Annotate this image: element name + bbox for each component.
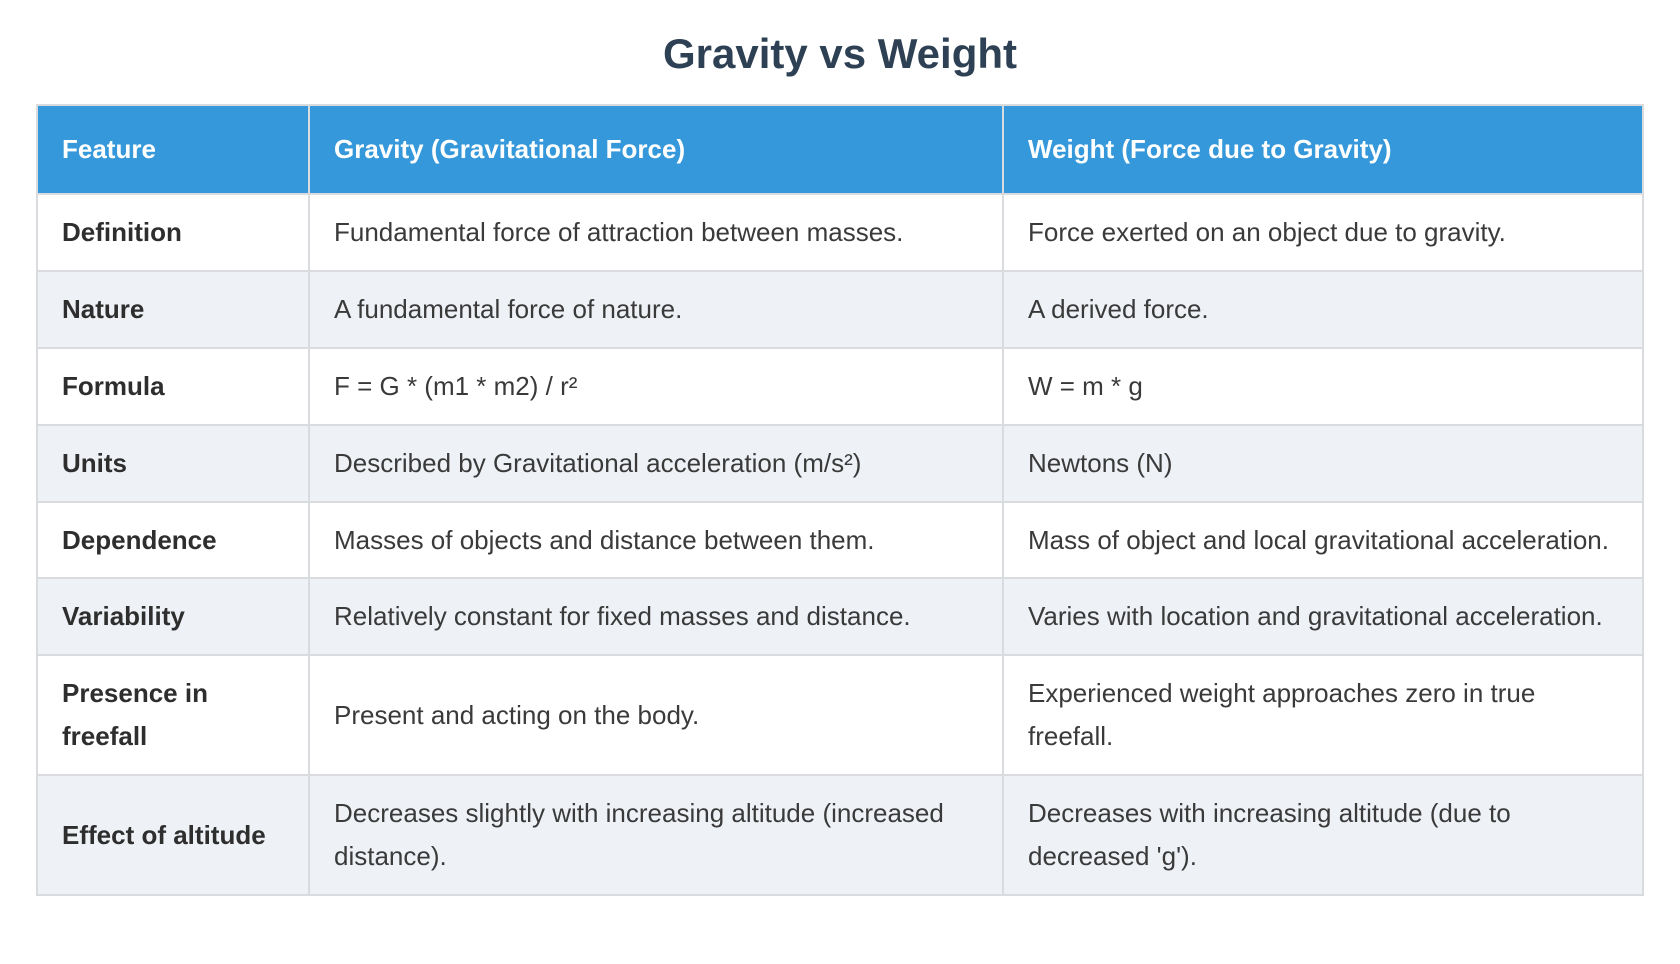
feature-cell: Presence in freefall	[36, 654, 310, 777]
weight-cell: W = m * g	[1002, 346, 1644, 426]
table-row-variability: Variability Relatively constant for fixe…	[36, 577, 1644, 657]
page: Gravity vs Weight Feature Gravity (Gravi…	[0, 30, 1680, 896]
table-row-nature: Nature A fundamental force of nature. A …	[36, 269, 1644, 349]
table-row-definition: Definition Fundamental force of attracti…	[36, 193, 1644, 272]
feature-cell: Variability	[36, 577, 310, 657]
weight-cell: Newtons (N)	[1002, 423, 1644, 503]
weight-cell: Experienced weight approaches zero in tr…	[1002, 654, 1644, 777]
gravity-cell: Decreases slightly with increasing altit…	[308, 774, 1004, 896]
feature-cell: Units	[36, 423, 310, 503]
gravity-cell: F = G * (m1 * m2) / r²	[308, 346, 1004, 426]
weight-cell: Decreases with increasing altitude (due …	[1002, 774, 1644, 896]
header-row: Feature Gravity (Gravitational Force) We…	[36, 104, 1644, 195]
feature-cell: Nature	[36, 269, 310, 349]
gravity-vs-weight-table: Feature Gravity (Gravitational Force) We…	[36, 104, 1644, 896]
feature-cell: Formula	[36, 346, 310, 426]
page-title: Gravity vs Weight	[662, 30, 1017, 77]
weight-cell: Varies with location and gravitational a…	[1002, 577, 1644, 657]
table-row-units: Units Described by Gravitational acceler…	[36, 423, 1644, 503]
table-row-formula: Formula F = G * (m1 * m2) / r² W = m * g	[36, 346, 1644, 426]
gravity-cell: Relatively constant for fixed masses and…	[308, 577, 1004, 657]
feature-cell: Definition	[36, 193, 310, 272]
col-header-gravity: Gravity (Gravitational Force)	[308, 104, 1004, 195]
gravity-cell: Present and acting on the body.	[308, 654, 1004, 777]
weight-cell: A derived force.	[1002, 269, 1644, 349]
weight-cell: Mass of object and local gravitational a…	[1002, 500, 1644, 580]
table-row-effect-of-altitude: Effect of altitude Decreases slightly wi…	[36, 774, 1644, 896]
feature-cell: Effect of altitude	[36, 774, 310, 896]
gravity-cell: Fundamental force of attraction between …	[308, 193, 1004, 272]
table-row-dependence: Dependence Masses of objects and distanc…	[36, 500, 1644, 580]
col-header-weight: Weight (Force due to Gravity)	[1002, 104, 1644, 195]
table-row-presence-in-freefall: Presence in freefall Present and acting …	[36, 654, 1644, 777]
gravity-cell: Masses of objects and distance between t…	[308, 500, 1004, 580]
weight-cell: Force exerted on an object due to gravit…	[1002, 193, 1644, 272]
gravity-cell: A fundamental force of nature.	[308, 269, 1004, 349]
col-header-feature: Feature	[36, 104, 310, 195]
feature-cell: Dependence	[36, 500, 310, 580]
gravity-cell: Described by Gravitational acceleration …	[308, 423, 1004, 503]
